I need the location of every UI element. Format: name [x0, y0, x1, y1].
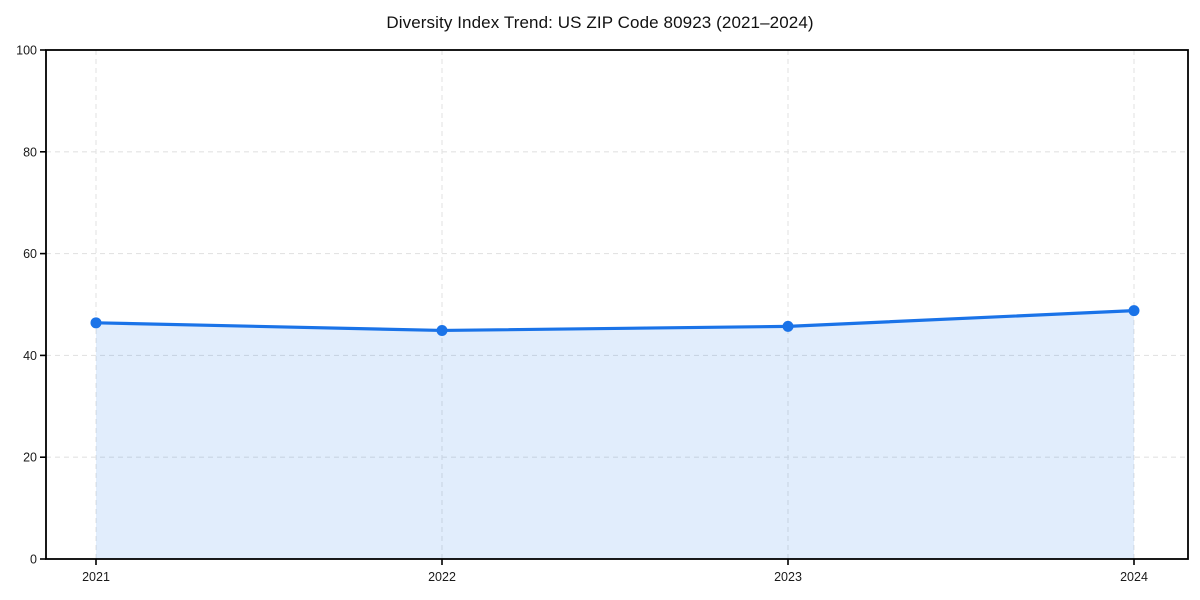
x-tick-label: 2023	[774, 570, 802, 584]
x-tick-label: 2021	[82, 570, 110, 584]
data-point-2021	[90, 317, 102, 329]
area-fill	[96, 310, 1134, 559]
data-point-2022	[436, 324, 448, 336]
data-point-2023	[782, 320, 794, 332]
y-tick-label: 40	[23, 349, 37, 363]
x-tick-label: 2022	[428, 570, 456, 584]
data-point-2024	[1128, 305, 1140, 317]
chart-title: Diversity Index Trend: US ZIP Code 80923…	[386, 13, 814, 32]
y-tick-label: 0	[30, 553, 37, 567]
y-tick-label: 20	[23, 451, 37, 465]
trend-line	[94, 309, 1136, 333]
y-tick-label: 100	[16, 44, 37, 58]
y-tick-label: 60	[23, 247, 37, 261]
plot-border	[45, 49, 1189, 560]
y-tick-label: 80	[23, 145, 37, 159]
x-tick-label: 2024	[1120, 570, 1148, 584]
